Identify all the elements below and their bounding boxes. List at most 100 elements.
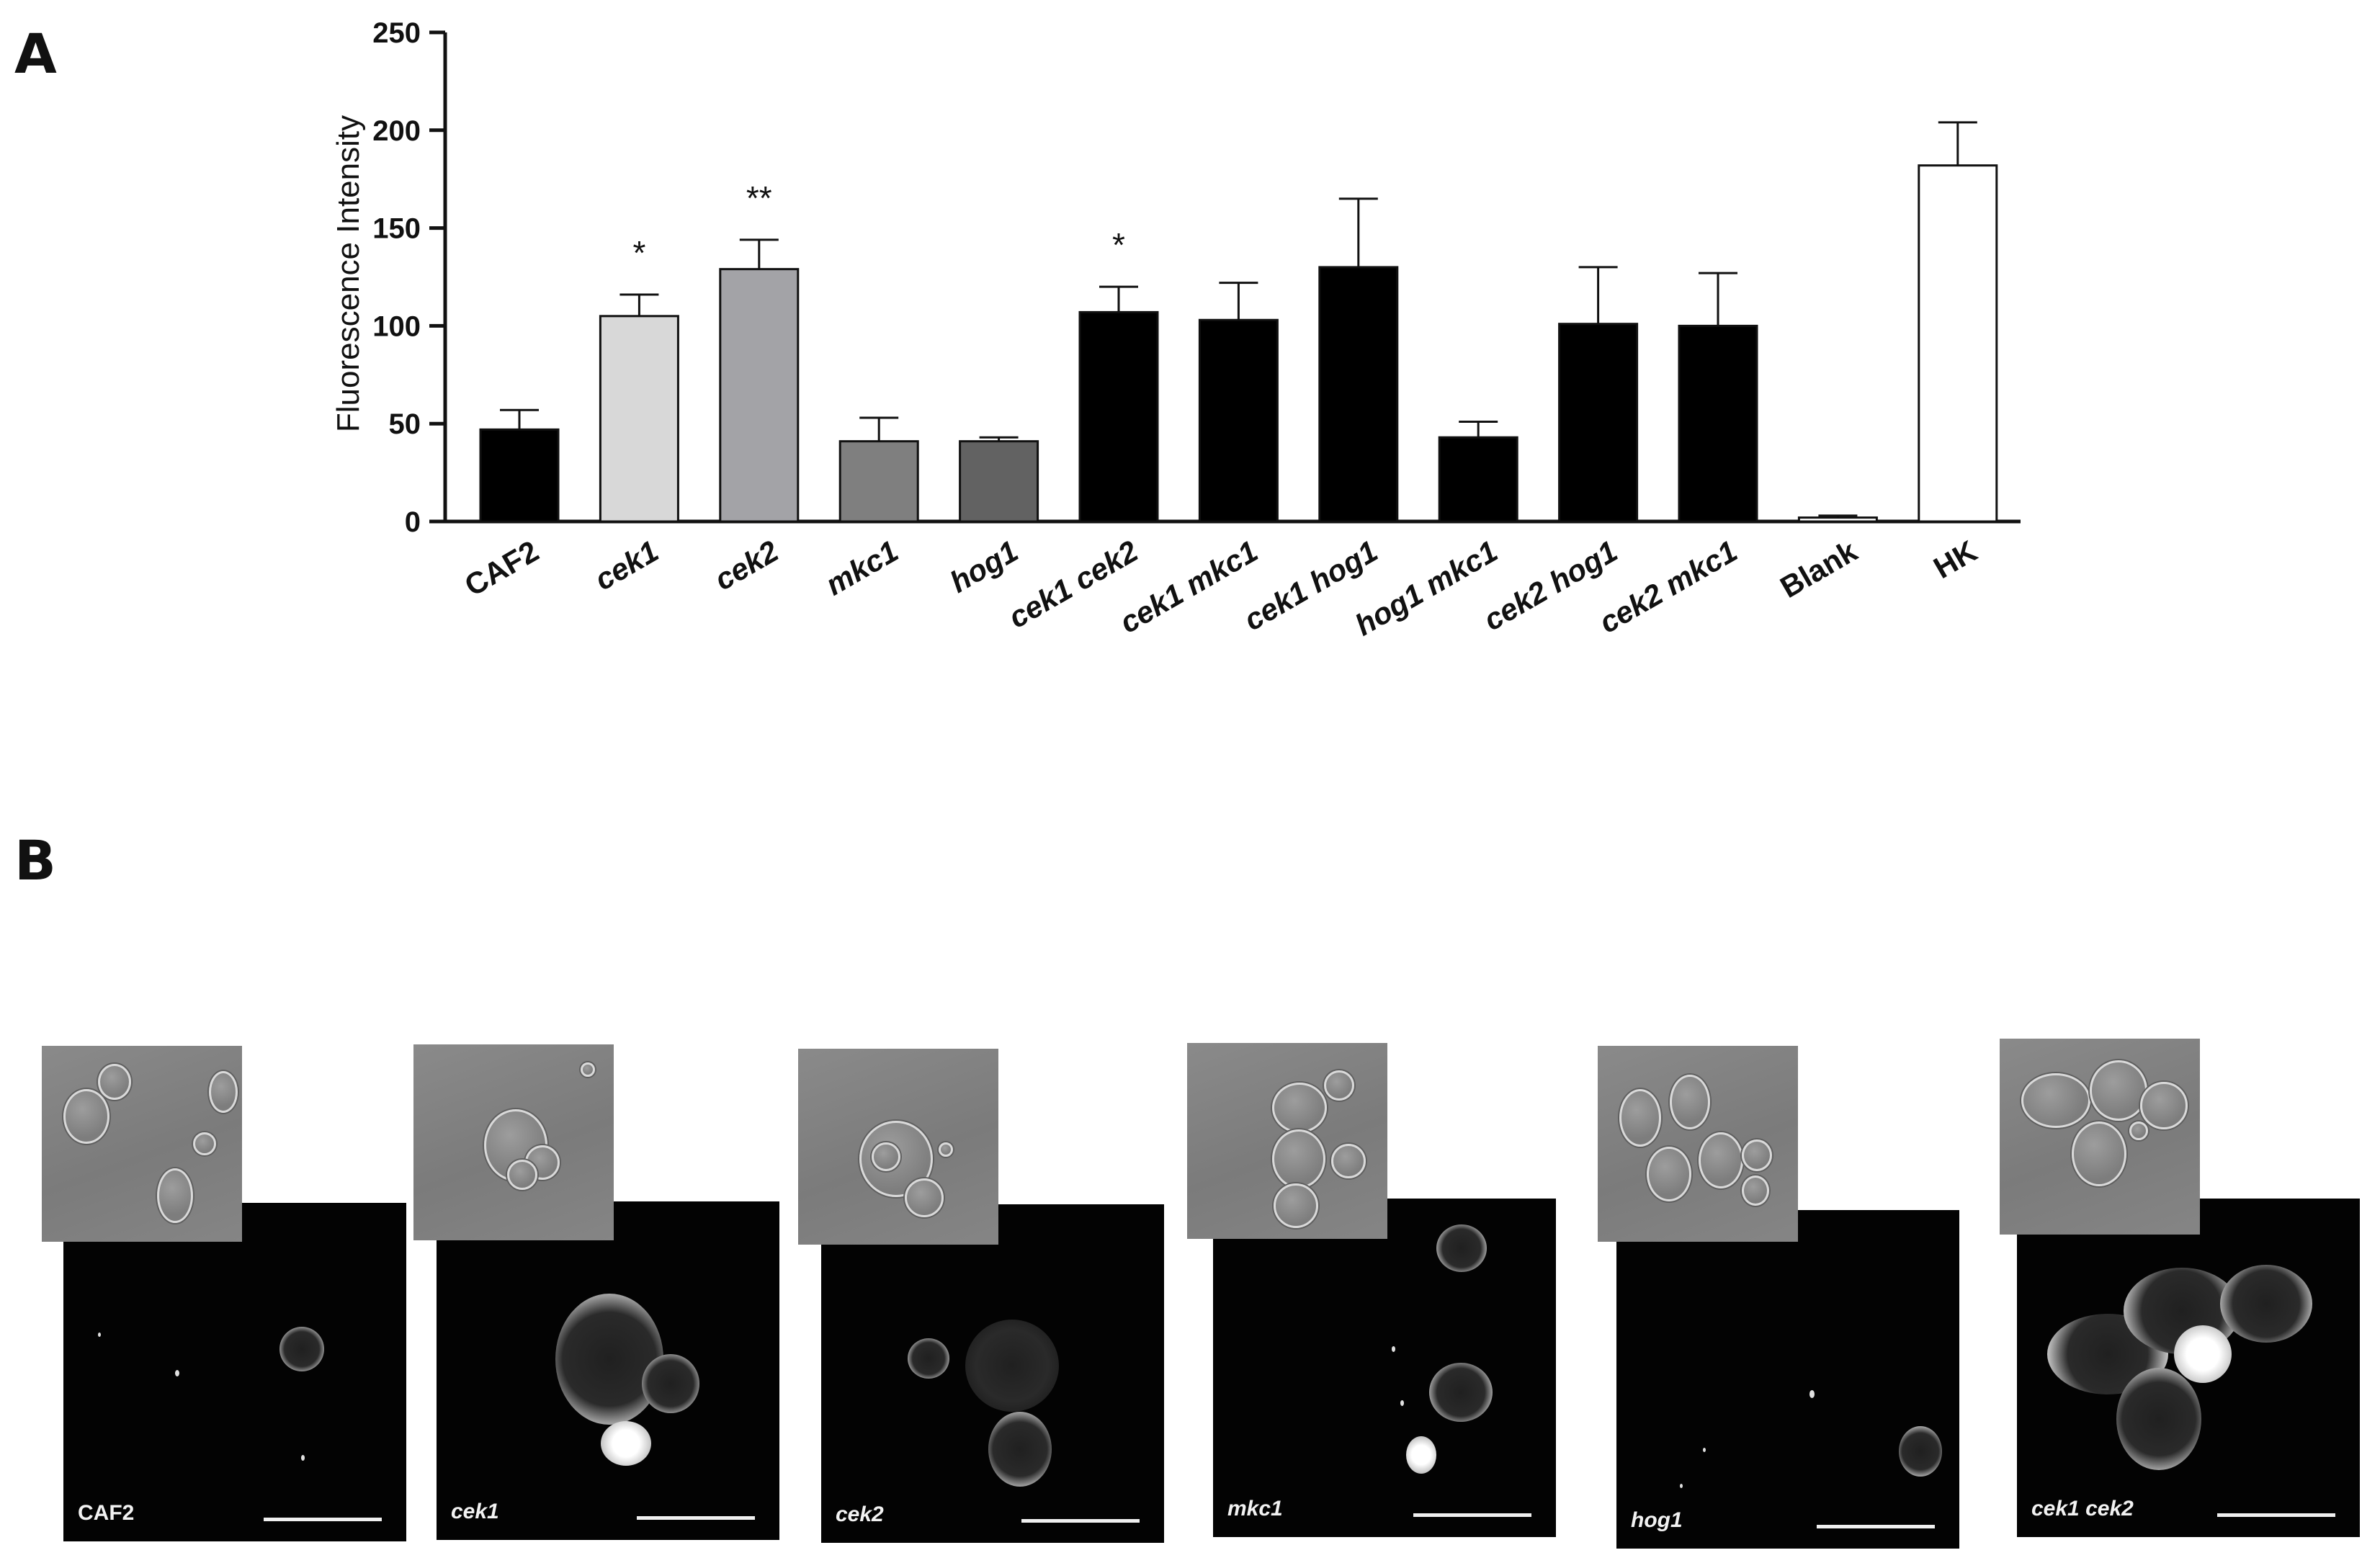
micrograph-label: cek1 — [451, 1500, 499, 1523]
dic-image — [1187, 1043, 1387, 1239]
fluorescence-image: mkc1 — [1213, 1199, 1556, 1537]
dic-cell — [905, 1178, 944, 1217]
dic-image — [2000, 1039, 2200, 1235]
fluorescent-speck — [1809, 1390, 1815, 1398]
x-tick-label: mkc1 — [820, 534, 904, 601]
scale-bar — [637, 1516, 755, 1520]
scale-bar — [2217, 1513, 2335, 1517]
fluorescent-cell — [601, 1421, 651, 1466]
fluorescent-cell — [1429, 1363, 1493, 1422]
fluorescent-cell — [1899, 1426, 1942, 1477]
fluorescent-speck — [1680, 1484, 1683, 1488]
y-tick-label: 50 — [389, 408, 421, 440]
micrograph-label: hog1 — [1631, 1508, 1683, 1532]
dic-cell — [98, 1064, 131, 1100]
dic-cell — [1742, 1175, 1769, 1206]
dic-cell — [1331, 1144, 1366, 1178]
dic-cell — [2090, 1060, 2147, 1121]
fluorescent-speck — [1703, 1448, 1706, 1452]
micrograph-label: cek2 — [836, 1502, 884, 1526]
fluorescent-speck — [175, 1370, 179, 1376]
x-tick-label: cek1 — [589, 534, 663, 596]
bar — [1078, 310, 1159, 523]
significance-mark: * — [632, 234, 645, 272]
fluorescent-cell — [2116, 1368, 2201, 1470]
fluorescent-cell — [1406, 1436, 1436, 1474]
x-tick-label: HK — [1928, 534, 1982, 585]
x-tick-label: cek2 mkc1 — [1593, 534, 1743, 640]
dic-cell — [507, 1160, 537, 1190]
fluorescence-image: cek1 cek2 — [2017, 1199, 2360, 1537]
dic-cell — [2129, 1121, 2148, 1140]
micrograph-label: cek1 cek2 — [2031, 1497, 2134, 1521]
bar — [1678, 324, 1758, 523]
y-tick-label: 100 — [372, 310, 421, 342]
bar-chart: 0 50 100 150 200 250 Fluorescence Intensity CAF… — [331, 17, 2021, 642]
fluorescent-cell — [908, 1338, 949, 1379]
dic-cell — [581, 1062, 595, 1077]
y-tick-label: 200 — [372, 115, 421, 147]
dic-cell — [872, 1142, 900, 1171]
significance-mark: * — [1112, 226, 1125, 264]
dic-cell — [2140, 1082, 2188, 1129]
fluorescent-cell — [279, 1327, 324, 1371]
fluorescent-speck — [98, 1333, 101, 1337]
bar — [1558, 323, 1639, 523]
bar — [599, 315, 679, 523]
y-tick-label: 150 — [372, 213, 421, 245]
fluorescent-cell — [2174, 1325, 2232, 1383]
significance-mark: ** — [746, 179, 772, 217]
x-tick-label: cek2 — [709, 534, 784, 596]
fluorescence-image: cek1 — [437, 1201, 779, 1540]
dic-cell — [1324, 1070, 1354, 1101]
panel-b-label: B — [14, 828, 56, 892]
bar — [1318, 266, 1399, 523]
dic-cell — [63, 1089, 109, 1144]
fluorescence-image: hog1 — [1616, 1210, 1959, 1549]
dic-cell — [209, 1071, 238, 1113]
dic-image — [413, 1044, 614, 1240]
fluorescence-image: CAF2 — [63, 1203, 406, 1541]
fluorescent-speck — [1392, 1346, 1395, 1352]
dic-cell — [2072, 1121, 2126, 1186]
x-tick-label: CAF2 — [459, 534, 544, 603]
y-axis-label: Fluorescence Intensity — [331, 115, 366, 432]
y-tick-label: 0 — [405, 506, 421, 538]
dic-cell — [1272, 1083, 1327, 1133]
bar — [838, 440, 919, 523]
x-tick-label: cek1 mkc1 — [1114, 534, 1263, 640]
dic-cell — [1647, 1147, 1691, 1201]
fluorescence-image: cek2 — [821, 1204, 1164, 1543]
scale-bar — [1413, 1513, 1531, 1517]
panel-a-label: A — [14, 22, 57, 86]
bar — [1438, 436, 1518, 523]
dic-cell — [1274, 1183, 1318, 1228]
bar — [1198, 318, 1279, 523]
dic-image — [42, 1046, 242, 1242]
bar — [719, 268, 800, 523]
scale-bar — [1021, 1519, 1140, 1523]
dic-image — [798, 1049, 998, 1245]
fluorescent-speck — [1400, 1400, 1404, 1406]
micrograph-label: mkc1 — [1227, 1497, 1283, 1521]
dic-image — [1598, 1046, 1798, 1242]
scale-bar — [1817, 1525, 1935, 1528]
fluorescent-cell — [642, 1354, 699, 1413]
scale-bar — [264, 1518, 382, 1521]
x-tick-label: hog1 — [944, 534, 1024, 599]
fluorescent-speck — [301, 1455, 305, 1461]
y-tick-label: 250 — [372, 17, 421, 49]
dic-cell — [1742, 1139, 1772, 1171]
fluorescent-cell — [1436, 1224, 1487, 1272]
dic-cell — [939, 1142, 953, 1157]
micrograph-label: CAF2 — [78, 1501, 135, 1525]
x-tick-label: Blank — [1774, 534, 1863, 604]
dic-cell — [1699, 1132, 1743, 1188]
dic-cell — [157, 1168, 193, 1223]
fluorescent-cell — [988, 1412, 1052, 1487]
dic-cell — [1670, 1075, 1710, 1129]
fluorescent-cell — [965, 1320, 1059, 1412]
fluorescent-cell — [555, 1294, 663, 1425]
bar — [1918, 164, 1998, 523]
bar — [1797, 516, 1878, 523]
